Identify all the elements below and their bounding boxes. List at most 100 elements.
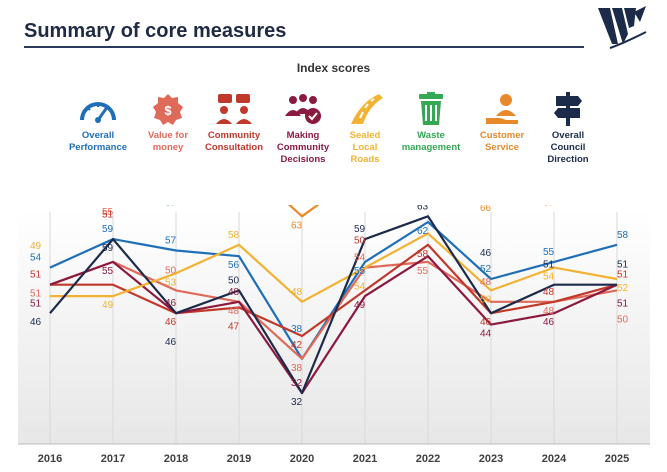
- x-tick-label: 2016: [38, 453, 62, 465]
- data-label: 50: [617, 314, 629, 325]
- data-label: 59: [102, 224, 114, 235]
- data-label: 50: [228, 275, 240, 286]
- data-label: 62: [417, 226, 429, 237]
- data-label: 51: [30, 299, 42, 310]
- data-label: 57: [165, 236, 177, 247]
- data-label: 32: [291, 378, 303, 389]
- x-tick-label: 2022: [416, 453, 440, 465]
- data-label: 48: [543, 306, 555, 317]
- hand-person-icon: [486, 94, 518, 124]
- gauge-icon: [80, 102, 116, 123]
- data-label: 50: [165, 265, 177, 276]
- x-tick-label: 2024: [542, 453, 567, 465]
- data-label: 46: [165, 298, 177, 309]
- legend-label: Waste management: [401, 130, 461, 153]
- data-label: 42: [291, 340, 303, 351]
- legend-value-for-money: $ Value for money: [128, 92, 208, 154]
- data-label: 48: [480, 277, 492, 288]
- data-label: 46: [30, 317, 42, 328]
- group-check-icon: [285, 94, 321, 124]
- data-label: 46: [543, 317, 555, 328]
- data-label: 51: [617, 299, 629, 310]
- data-label: 54: [543, 272, 555, 283]
- data-label: 48: [543, 287, 555, 298]
- series-line-sealed-local-roads: [50, 232, 618, 303]
- data-label: 54: [30, 253, 42, 264]
- svg-text:$: $: [164, 103, 172, 118]
- title-divider: [24, 46, 584, 48]
- data-label: 63: [291, 220, 303, 231]
- legend-sealed-local-roads: Sealed Local Roads: [325, 92, 405, 166]
- legend-waste-management: Waste management: [391, 92, 471, 154]
- brand-logo: [598, 6, 647, 49]
- signpost-icon: [554, 92, 582, 126]
- legend-making-community-decisions: Making Community Decisions: [263, 92, 343, 166]
- data-label: 49: [102, 300, 114, 311]
- data-label: 51: [30, 270, 42, 281]
- data-label: 38: [291, 363, 303, 374]
- series-line-overall-performance: [49, 220, 618, 360]
- road-icon: [351, 94, 383, 124]
- series-line-overall-council-direction: [49, 215, 617, 395]
- x-tick-label: 2019: [227, 453, 251, 465]
- data-label: 52: [480, 264, 492, 275]
- data-label: 67: [165, 205, 177, 209]
- data-label: 49: [354, 300, 366, 311]
- data-label: 63: [417, 205, 429, 212]
- data-label: 56: [228, 260, 240, 271]
- legend-label: Value for money: [147, 130, 189, 153]
- legend-label: Overall Council Direction: [547, 130, 589, 165]
- data-label: 58: [228, 230, 240, 241]
- plot-background: [18, 210, 650, 444]
- bin-icon: [419, 92, 443, 125]
- dollar-badge-icon: $: [153, 94, 183, 125]
- legend-overall-performance: Overall Performance: [58, 92, 138, 154]
- data-label: 46: [165, 317, 177, 328]
- data-label: 48: [228, 287, 240, 298]
- data-label: 55: [417, 266, 429, 277]
- data-label: 58: [417, 249, 429, 260]
- legend-customer-service: Customer Service: [462, 92, 542, 154]
- x-tick-label: 2021: [353, 453, 377, 465]
- data-label: 46: [480, 317, 492, 328]
- data-label: 51: [102, 210, 114, 221]
- data-label: 50: [480, 294, 492, 305]
- legend-label: Overall Performance: [68, 130, 128, 153]
- data-label: 44: [480, 329, 492, 340]
- legend-label: Sealed Local Roads: [349, 130, 381, 165]
- data-label: 46: [165, 337, 177, 348]
- data-label: 46: [480, 248, 492, 259]
- data-label: 53: [165, 277, 177, 288]
- data-label: 49: [30, 241, 42, 252]
- people-speech-icon: [216, 94, 252, 124]
- data-label: 52: [617, 283, 629, 294]
- data-label: 59: [354, 224, 366, 235]
- data-label: 67: [543, 205, 555, 209]
- series-line-making-community-decisions: [49, 255, 618, 395]
- data-label: 54: [354, 253, 366, 264]
- legend-label: Making Community Decisions: [276, 130, 330, 165]
- data-label: 55: [102, 266, 114, 277]
- data-label: 55: [354, 266, 366, 277]
- data-label: 51: [30, 289, 42, 300]
- data-label: 32: [291, 397, 303, 408]
- chart-subtitle: Index scores: [296, 61, 371, 75]
- x-tick-label: 2023: [479, 453, 503, 465]
- data-label: 58: [617, 230, 629, 241]
- x-tick-label: 2018: [164, 453, 188, 465]
- data-label: 66: [480, 205, 492, 214]
- data-label: 51: [617, 260, 629, 271]
- data-label: 55: [102, 207, 114, 218]
- data-label: 48: [291, 287, 303, 298]
- data-label: 48: [228, 306, 240, 317]
- data-label: 51: [617, 270, 629, 281]
- data-label: 59: [102, 243, 114, 254]
- x-tick-label: 2020: [290, 453, 314, 465]
- data-label: 47: [228, 322, 240, 333]
- legend-label: Customer Service: [479, 130, 525, 153]
- data-label: 38: [291, 324, 303, 335]
- data-label: 51: [543, 260, 555, 271]
- data-label: 50: [354, 235, 366, 246]
- x-tick-label: 2025: [605, 453, 629, 465]
- legend-label: Community Consultation: [204, 130, 264, 153]
